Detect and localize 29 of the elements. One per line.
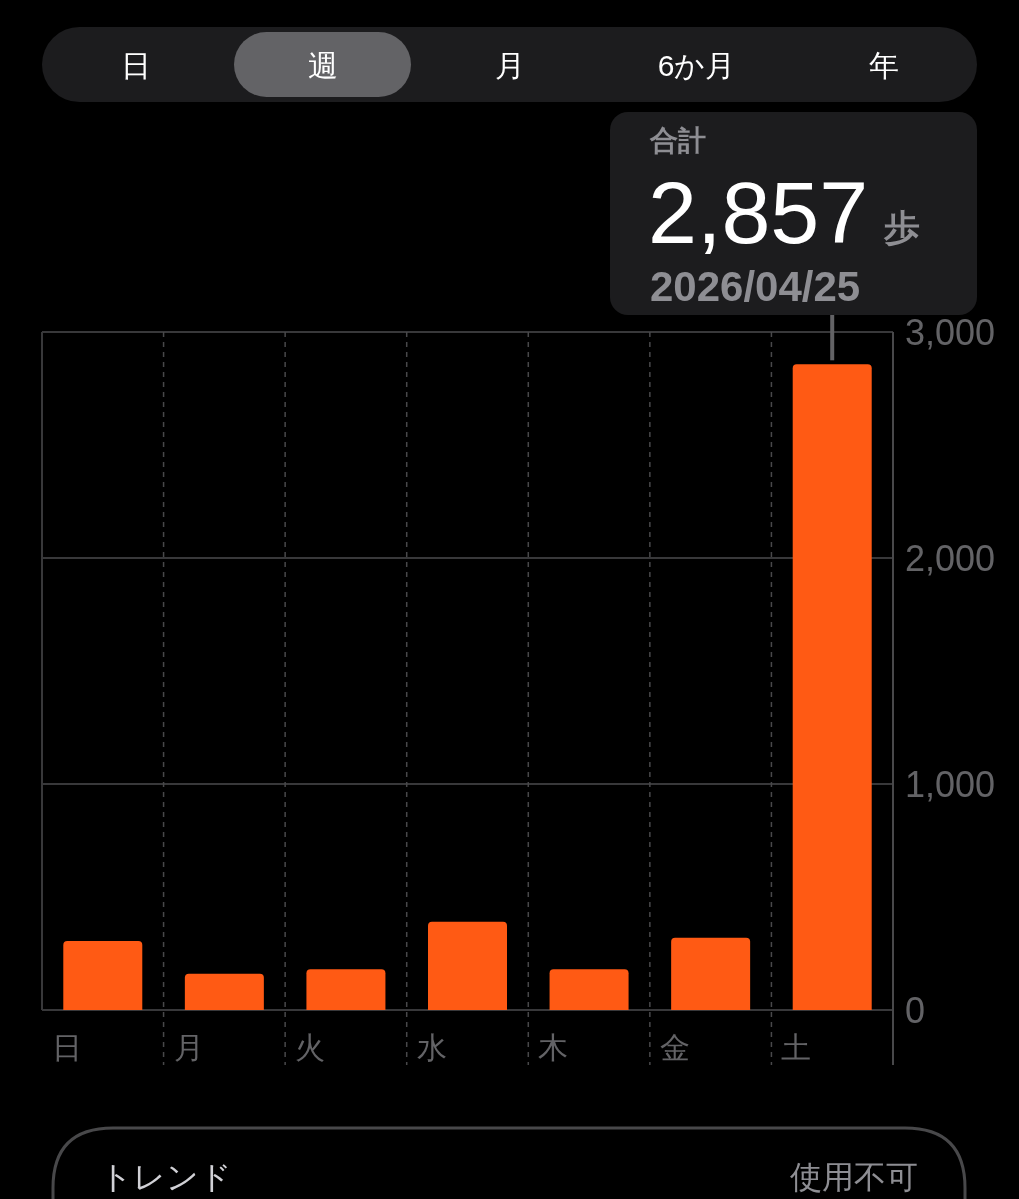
x-tick-label: 月 bbox=[173, 1031, 204, 1064]
bar bbox=[184, 973, 264, 1010]
text: 使用不可 bbox=[790, 1159, 918, 1195]
text: 年 bbox=[868, 49, 899, 82]
text: 月 bbox=[494, 49, 525, 82]
text: 6か月 bbox=[657, 49, 736, 82]
y-tick-label: 1,000 bbox=[905, 764, 996, 805]
bar bbox=[792, 364, 872, 1010]
text: 歩 bbox=[883, 207, 921, 248]
bar bbox=[428, 921, 507, 1010]
text: 日 bbox=[120, 49, 151, 82]
text: 2026/04/25 bbox=[650, 263, 861, 310]
x-tick-label: 木 bbox=[538, 1031, 569, 1064]
y-tick-label: 3,000 bbox=[905, 312, 996, 353]
x-tick-label: 火 bbox=[295, 1031, 326, 1064]
annotation: 2,857 bbox=[648, 163, 869, 262]
y-tick-label: 0 bbox=[905, 990, 926, 1031]
x-tick-label: 日 bbox=[52, 1031, 82, 1064]
bar bbox=[671, 937, 751, 1010]
text: 合計 bbox=[649, 125, 706, 156]
x-tick-label: 金 bbox=[659, 1031, 690, 1064]
text: 週 bbox=[307, 49, 338, 82]
bar bbox=[306, 969, 386, 1010]
text: トレンド bbox=[100, 1159, 232, 1195]
bar bbox=[549, 969, 629, 1010]
y-tick-label: 2,000 bbox=[905, 538, 996, 579]
x-tick-label: 土 bbox=[781, 1031, 812, 1064]
x-tick-label: 水 bbox=[416, 1031, 447, 1064]
bar bbox=[63, 941, 143, 1010]
